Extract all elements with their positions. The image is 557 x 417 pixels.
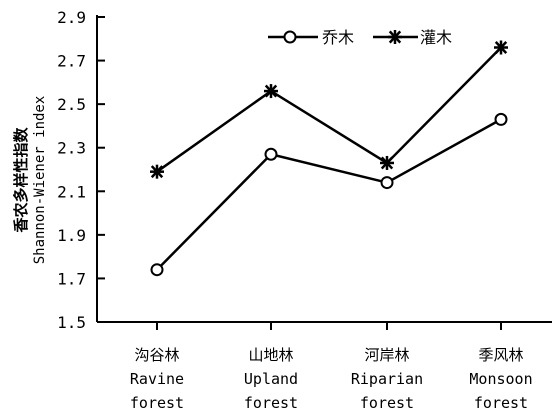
data-point-circle [494,112,508,126]
legend-item: 乔木 [268,28,354,47]
x-ticks: 沟谷林 Ravine forest 山地林 Upland forest 河岸林 Riparia… [130,322,533,412]
x-tick-label-en: Upland [244,370,298,388]
x-tick-label-en: Monsoon [469,370,532,388]
y-tick-label: 2.5 [57,95,86,114]
x-tick-label-en-forest: forest [474,394,528,412]
data-point-asterisk [494,40,508,55]
y-ticks: 1.5 1.7 1.9 2.1 2.3 2.5 2.7 2.9 [57,8,105,332]
data-point-circle [150,263,164,277]
legend: 乔木 灌木 [268,28,452,47]
y-axis-label-en: Shannon-Wiener index [32,96,48,265]
y-tick-label: 2.7 [57,52,86,71]
y-tick-label: 2.9 [57,8,86,27]
x-tick-label-en-forest: forest [244,394,298,412]
x-tick-label-en-forest: forest [360,394,414,412]
series-line-circle [156,118,502,271]
x-tick-label-en: Riparian [351,370,423,388]
legend-item: 灌木 [373,28,452,47]
series-layer [150,40,508,277]
x-tick-label-cn: 沟谷林 [134,346,179,364]
y-axis-label-cn: 香农多样性指数 [12,127,30,233]
legend-label: 乔木 [322,28,354,47]
data-point-asterisk [150,164,164,179]
y-tick-label: 2.1 [57,182,86,201]
data-point-circle [380,176,394,190]
y-tick-label: 2.3 [57,139,86,158]
y-tick-label: 1.9 [57,226,86,245]
x-tick-label-cn: 季风林 [478,346,523,364]
x-tick-label-cn: 河岸林 [364,346,409,364]
x-tick-label-en-forest: forest [130,394,184,412]
legend-marker-asterisk [388,30,402,44]
series-line-asterisk [156,46,502,173]
y-tick-label: 1.7 [57,269,86,288]
x-tick-label-cn: 山地林 [248,346,293,364]
y-axis-label: 香农多样性指数 Shannon-Wiener index [12,96,48,265]
data-point-asterisk [380,155,394,170]
y-tick-label: 1.5 [57,313,86,332]
data-point-circle [264,147,278,161]
x-tick-label-en: Ravine [130,370,184,388]
legend-label: 灌木 [420,28,452,47]
legend-marker-circle [283,30,297,44]
data-point-asterisk [264,84,278,99]
